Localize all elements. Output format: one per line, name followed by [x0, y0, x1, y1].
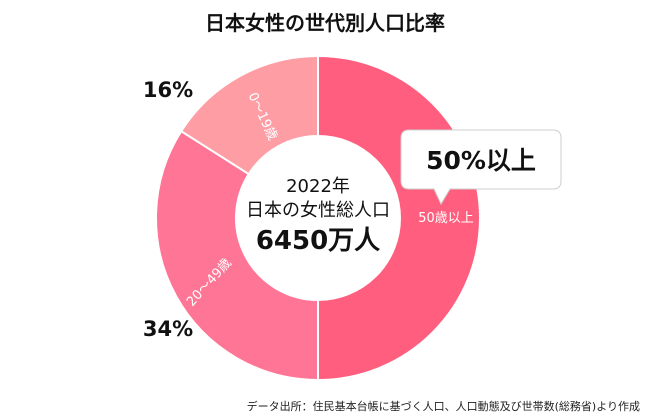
slice-0-19	[179, 54, 319, 176]
percent-label-20-49: 34%	[143, 317, 193, 341]
center-total: 6450万人	[256, 226, 380, 256]
slice-20-49	[155, 129, 319, 382]
source-note: データ出所：住民基本台帳に基づく人口、人口動態及び世帯数(総務省)より作成	[247, 399, 640, 413]
segment-label-50-plus: 50歳以上	[418, 211, 474, 226]
callout-box	[400, 129, 562, 206]
center-year: 2022年	[286, 176, 350, 197]
callout-label: 50%以上	[426, 146, 536, 175]
chart-title: 日本女性の世代別人口比率	[205, 11, 445, 35]
callout-50: 50%以上	[400, 129, 562, 206]
center-subtitle: 日本の女性総人口	[246, 200, 390, 221]
percent-label-0-19: 16%	[143, 78, 193, 102]
